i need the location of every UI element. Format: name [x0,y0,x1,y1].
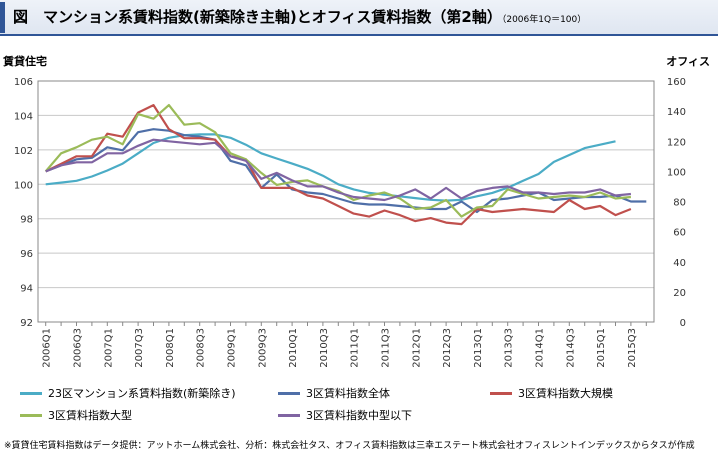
x-tick-label: 2009Q1 [227,328,238,368]
legend-label: 3区賃料指数全体 [306,387,390,400]
series-line-5 [45,138,632,202]
legend-swatch [20,413,42,417]
legend-item: 3区賃料指数中型以下 [278,407,412,423]
x-tick-label: 2011Q1 [350,328,361,368]
y2-tick-label: 160 [667,77,686,88]
legend-label: 3区賃料指数大型 [48,409,132,422]
legend-swatch [20,391,42,395]
x-tick-label: 2008Q3 [196,328,207,368]
y-tick-label: 102 [14,146,33,157]
y-tick-label: 98 [20,215,33,226]
x-tick-label: 2011Q3 [381,328,392,368]
y2-tick-label: 80 [673,198,686,209]
legend-label: 3区賃料指数大規模 [518,387,613,400]
x-tick-label: 2010Q3 [319,328,330,368]
y-tick-label: 106 [14,77,33,88]
chart-legend: 23区マンション系賃料指数(新築除き) 3区賃料指数全体 3区賃料指数大規模 3区賃料… [20,385,710,431]
legend-label: 3区賃料指数中型以下 [306,409,412,422]
y2-tick-label: 120 [667,137,686,148]
footnote: ※賃貸住宅賃料指数はデータ提供：アットホーム株式会社、分析：株式会社タス、オフィ… [4,441,695,451]
legend-swatch [278,413,300,417]
x-tick-label: 2013Q3 [504,328,515,368]
series-line-3 [45,104,632,226]
legend-swatch [278,391,300,395]
title-bar: 図 マンション系賃料指数(新築除き主軸)とオフィス賃料指数（第2軸）（2006年… [0,0,718,36]
x-tick-label: 2007Q1 [103,328,114,368]
chart-title-note: （2006年1Q＝100） [501,15,587,25]
y2-tick-label: 40 [673,258,686,269]
plot-border [37,80,655,323]
legend-label: 23区マンション系賃料指数(新築除き) [48,387,236,400]
y2-tick-label: 0 [680,318,686,329]
chart-title-main: 図 マンション系賃料指数(新築除き主軸)とオフィス賃料指数（第2軸） [13,8,502,26]
legend-swatch [490,391,512,395]
x-tick-label: 2014Q1 [535,328,546,368]
y2-tick-label: 100 [667,167,686,178]
series-line-1 [45,133,616,202]
left-axis-title: 賃貸住宅 [2,54,47,68]
y-tick-label: 92 [20,318,33,329]
y2-tick-label: 60 [673,228,686,239]
y2-tick-label: 20 [673,288,686,299]
series-line-2 [45,128,647,214]
legend-item: 23区マンション系賃料指数(新築除き) [20,385,236,401]
x-tick-label: 2015Q3 [627,328,638,368]
x-tick-label: 2012Q1 [411,328,422,368]
x-tick-label: 2007Q3 [134,328,145,368]
x-tick-label: 2014Q3 [565,328,576,368]
series-line-4 [44,104,632,218]
y-tick-label: 94 [20,284,33,295]
x-tick-label: 2006Q3 [73,328,84,368]
x-tick-label: 2015Q1 [596,328,607,368]
right-axis-title: オフィス [666,55,710,68]
y-tick-label: 96 [20,249,33,260]
x-tick-label: 2013Q1 [473,328,484,368]
y-tick-label: 104 [14,111,33,122]
x-tick-label: 2012Q3 [442,328,453,368]
legend-item: 3区賃料指数大規模 [490,385,613,401]
x-tick-label: 2008Q1 [165,328,176,368]
y2-tick-label: 140 [667,107,686,118]
title-accent [0,2,5,33]
chart-area: 92 94 96 98 100 102 104 106 0 20 40 60 80 100 120 140 16… [0,45,718,375]
x-tick-label: 2006Q1 [42,328,53,368]
chart-title: 図 マンション系賃料指数(新築除き主軸)とオフィス賃料指数（第2軸）（2006年… [13,6,586,27]
y-tick-label: 100 [14,180,33,191]
x-tick-label: 2010Q1 [288,328,299,368]
legend-item: 3区賃料指数全体 [278,385,390,401]
legend-item: 3区賃料指数大型 [20,407,132,423]
line-chart: 92 94 96 98 100 102 104 106 0 20 40 60 80 100 120 140 16… [2,54,710,368]
x-tick-label: 2009Q3 [257,328,268,368]
